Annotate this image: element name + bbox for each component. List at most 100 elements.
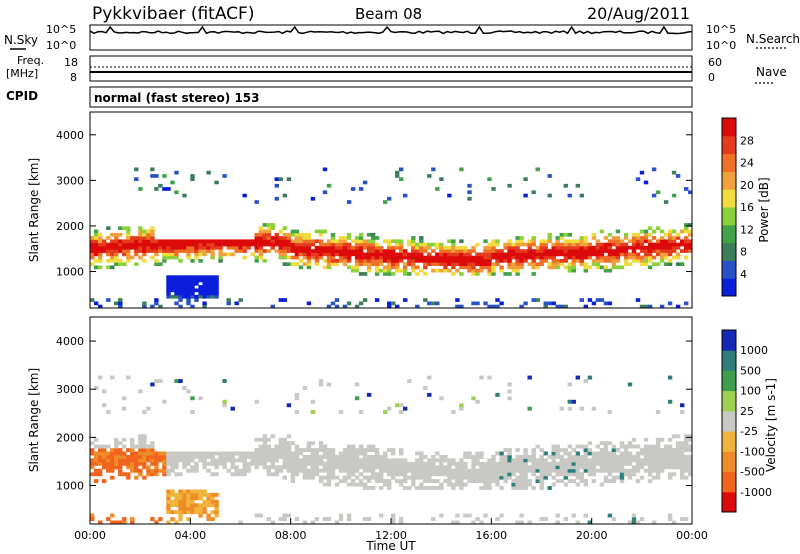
heatmap-cell: [443, 252, 448, 257]
heatmap-cell: [667, 458, 673, 463]
heatmap-cell: [186, 499, 191, 504]
heatmap-cell: [451, 262, 456, 266]
heatmap-cell: [407, 239, 412, 244]
heatmap-cell: [306, 301, 312, 306]
heatmap-cell: [354, 255, 360, 260]
heatmap-cell: [643, 236, 649, 240]
heatmap-cell: [258, 252, 263, 257]
heatmap-cell: [354, 468, 360, 473]
heatmap-cell: [635, 239, 641, 244]
heatmap-cell: [306, 461, 312, 466]
heatmap-cell: [575, 468, 580, 473]
heatmap-cell: [431, 486, 436, 490]
heatmap-cell: [531, 255, 536, 260]
heatmap-cell: [688, 239, 693, 244]
heatmap-cell: [599, 298, 605, 302]
heatmap-cell: [663, 444, 669, 449]
heatmap-cell: [274, 242, 279, 247]
heatmap-cell: [186, 458, 191, 463]
heatmap-cell: [122, 245, 127, 250]
heatmap-cell: [110, 455, 115, 459]
heatmap-cell: [459, 465, 464, 470]
heatmap-cell: [154, 520, 159, 525]
heatmap-cell: [619, 239, 625, 244]
heatmap-cell: [491, 255, 496, 260]
heatmap-cell: [471, 465, 476, 470]
heatmap-cell: [379, 461, 384, 466]
heatmap-cell: [258, 245, 263, 250]
heatmap-cell: [415, 245, 420, 250]
heatmap-cell: [551, 482, 556, 487]
heatmap-cell: [202, 506, 207, 511]
heatmap-cell: [523, 249, 528, 253]
heatmap-cell: [330, 255, 336, 260]
heatmap-cell: [427, 262, 432, 266]
heatmap-cell: [338, 468, 344, 473]
heatmap-cell: [555, 262, 560, 266]
heatmap-cell: [675, 255, 681, 260]
cpid-panel-frame: [89, 86, 693, 108]
heatmap-cell: [619, 252, 625, 257]
heatmap-cell: [531, 242, 536, 247]
heatmap-cell: [507, 475, 512, 480]
heatmap-cell: [587, 252, 593, 257]
heatmap-cell: [302, 236, 308, 240]
heatmap-cell: [499, 513, 504, 518]
heatmap-cell: [387, 242, 392, 247]
heatmap-cell: [150, 249, 155, 253]
heatmap-cell: [547, 174, 552, 178]
heatmap-cell: [575, 475, 580, 480]
heatmap-cell: [194, 281, 199, 286]
heatmap-cell: [178, 242, 183, 247]
heatmap-cell: [134, 461, 139, 466]
heatmap-cell: [198, 239, 203, 244]
heatmap-cell: [447, 262, 452, 266]
heatmap-cell: [110, 448, 115, 452]
heatmap-cell: [647, 259, 653, 263]
heatmap-cell: [146, 472, 151, 477]
heatmap-cell: [138, 472, 143, 477]
heatmap-cell: [202, 451, 207, 456]
heatmap-cell: [607, 468, 613, 473]
heatmap-cell: [583, 268, 588, 273]
heatmap-cell: [627, 252, 633, 257]
heatmap-cell: [266, 232, 271, 237]
heatmap-cell: [218, 458, 223, 463]
heatmap-cell: [254, 236, 259, 240]
freq-tick-top: 18: [64, 56, 78, 69]
heatmap-cell: [118, 455, 123, 459]
heatmap-cell: [310, 196, 316, 201]
heatmap-cell: [242, 458, 247, 463]
heatmap-cell: [98, 375, 103, 380]
heatmap-cell: [571, 465, 576, 470]
heatmap-cell: [411, 268, 416, 273]
heatmap-cell: [214, 503, 219, 508]
heatmap-cell: [431, 255, 436, 260]
heatmap-cell: [294, 465, 300, 470]
colorbar-tick-label: 1000: [740, 344, 768, 357]
heatmap-cell: [567, 252, 572, 257]
heatmap-cell: [451, 475, 456, 480]
heatmap-cell: [423, 298, 428, 302]
heatmap-cell: [130, 458, 135, 463]
heatmap-cell: [274, 249, 279, 253]
heatmap-cell: [391, 520, 396, 525]
heatmap-cell: [154, 252, 159, 257]
heatmap-cell: [94, 301, 99, 306]
heatmap-cell: [667, 242, 673, 247]
heatmap-cell: [591, 245, 597, 250]
heatmap-cell: [487, 461, 492, 466]
heatmap-cell: [467, 513, 472, 518]
heatmap-cell: [623, 448, 629, 452]
heatmap-cell: [286, 468, 292, 473]
heatmap-cell: [346, 472, 352, 477]
heatmap-cell: [399, 403, 404, 408]
heatmap-cell: [114, 245, 119, 250]
heatmap-cell: [443, 249, 448, 253]
heatmap-cell: [178, 492, 183, 497]
heatmap-cell: [688, 468, 693, 473]
heatmap-cell: [667, 249, 673, 253]
heatmap-cell: [146, 236, 151, 240]
heatmap-cell: [479, 479, 484, 483]
heatmap-cell: [383, 410, 388, 414]
